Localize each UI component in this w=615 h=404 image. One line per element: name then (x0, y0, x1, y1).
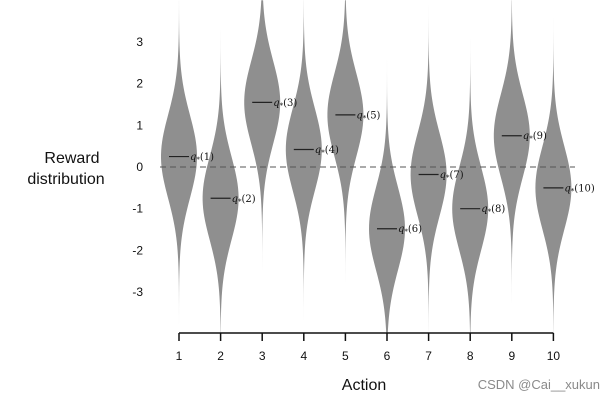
watermark-text: CSDN @Cai__xukun (478, 377, 600, 392)
mean-lines-group (169, 101, 564, 230)
mean-label-action-5: q*(5) (356, 110, 380, 122)
y-tick-label: -3 (132, 285, 143, 299)
x-axis: 1 2 3 4 5 6 7 8 9 10 (176, 332, 561, 363)
x-tick-label: 5 (342, 349, 349, 363)
x-tick-label: 6 (384, 349, 391, 363)
violin-action-7 (410, 0, 447, 334)
violin-action-6 (369, 0, 405, 334)
x-tick-label: 7 (425, 349, 432, 363)
mean-labels-group: q*(1) q*(2) q*(3) q*(4) q*(5) q*(6) q*(7) q*(8)… (190, 98, 595, 236)
y-tick-label: 3 (136, 35, 143, 49)
y-tick-labels: -3 -2 -1 0 1 2 3 (132, 35, 143, 299)
y-tick-label: 0 (136, 160, 143, 174)
y-tick-label: -1 (132, 202, 143, 216)
x-tick-label: 9 (508, 349, 515, 363)
y-tick-label: 2 (136, 77, 143, 91)
mean-label-action-10: q*(10) (564, 183, 595, 195)
x-tick-label: 8 (467, 349, 474, 363)
mean-label-action-8: q*(8) (481, 204, 505, 216)
x-tick-label: 2 (217, 349, 224, 363)
mean-label-action-4: q*(4) (315, 145, 339, 157)
violin-action-1 (161, 0, 197, 334)
x-axis-label: Action (342, 377, 386, 394)
mean-label-action-7: q*(7) (440, 170, 464, 182)
mean-label-action-2: q*(2) (232, 194, 256, 206)
mean-label-action-3: q*(3) (273, 98, 297, 110)
x-tick-label: 4 (300, 349, 307, 363)
x-tick-label: 10 (547, 349, 561, 363)
x-tick-label: 3 (259, 349, 266, 363)
mean-label-action-6: q*(6) (398, 224, 422, 236)
y-tick-label: 1 (136, 118, 143, 132)
mean-label-action-1: q*(1) (190, 152, 214, 164)
y-axis-label-line2: distribution (27, 171, 104, 188)
y-tick-label: -2 (132, 243, 143, 257)
y-axis-label-line1: Reward (44, 150, 99, 167)
mean-label-action-9: q*(9) (523, 131, 547, 143)
x-tick-label: 1 (176, 349, 183, 363)
